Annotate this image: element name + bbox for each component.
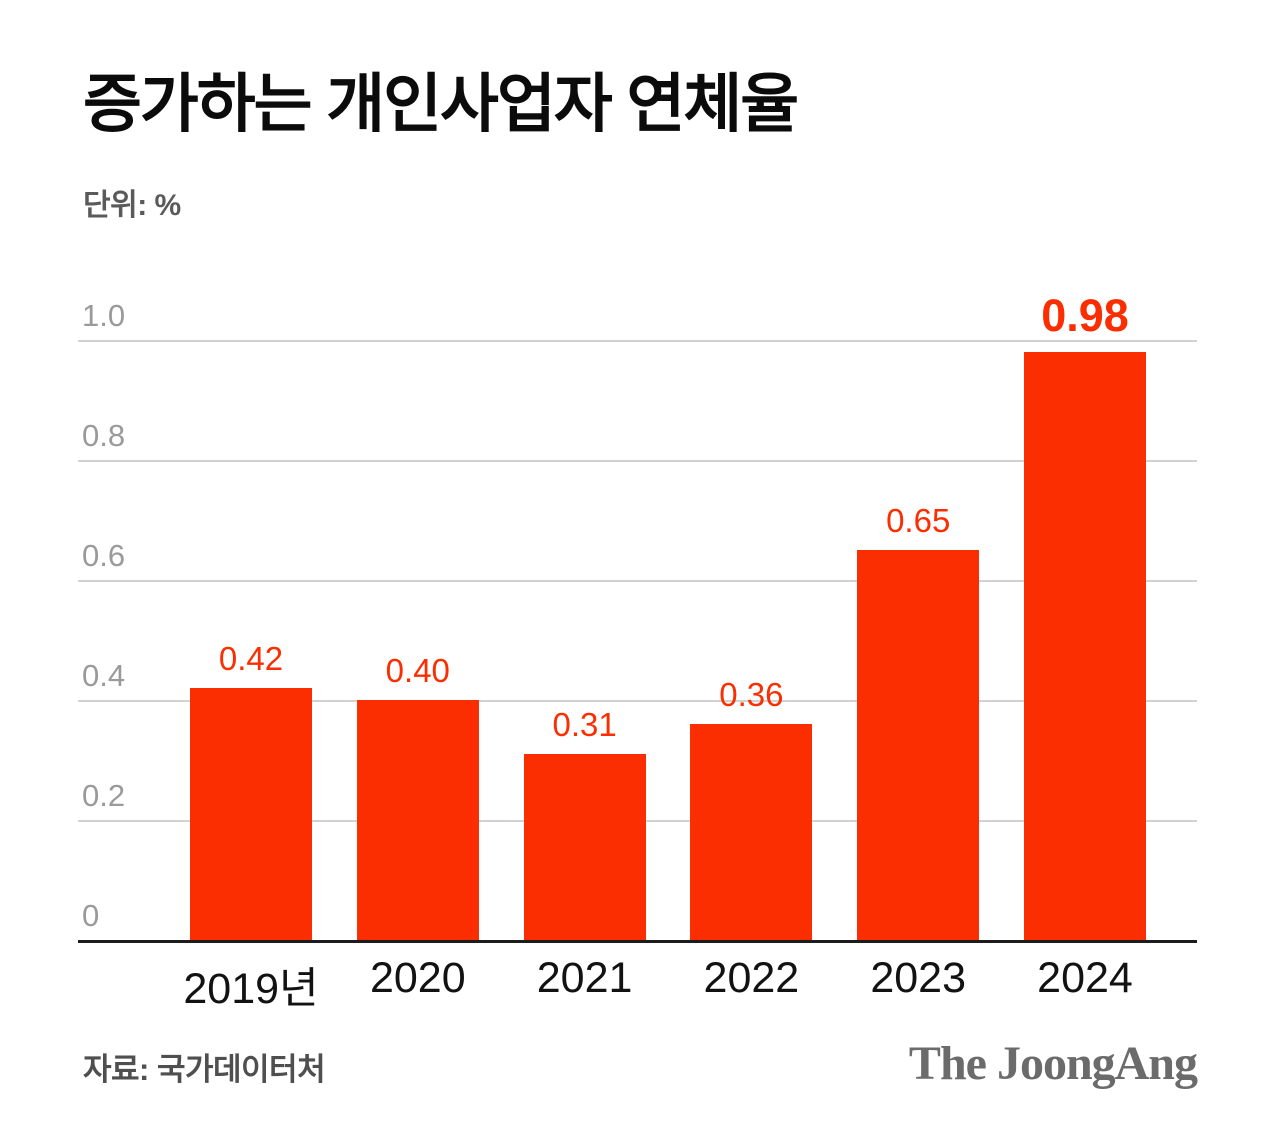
bar-value-label: 0.42 [218, 640, 284, 677]
gridline [78, 580, 1197, 582]
source-label: 자료: 국가데이터처 [83, 1052, 326, 1087]
chart-title: 증가하는 개인사업자 연체율 [83, 68, 799, 140]
x-tick-label: 2023 [870, 954, 967, 1002]
bar [857, 550, 980, 940]
gridline [78, 460, 1197, 462]
y-tick-label: 0.4 [82, 658, 126, 693]
x-tick-label: 2024 [1037, 954, 1133, 1002]
bar-value-label: 0.31 [552, 706, 617, 743]
x-tick-label: 2021 [536, 954, 633, 1002]
bar-chart-plot: 0 0.2 0.4 0.6 0.8 1.0 0.42 2019년 0.40 2020 0.31 202… [78, 290, 1197, 1013]
bar [356, 700, 479, 940]
joongang-logo: The JoongAng [908, 1037, 1198, 1090]
y-tick-label: 1.0 [82, 298, 126, 333]
y-tick-label: 0.8 [82, 418, 126, 453]
x-tick-label: 2019년 [183, 965, 319, 1013]
bar-value-label: 0.65 [886, 502, 951, 539]
unit-label: 단위: % [83, 189, 181, 222]
x-tick-label: 2022 [703, 954, 800, 1002]
bar-value-label: 0.36 [719, 676, 784, 713]
x-axis-line [78, 940, 1197, 943]
bar-value-label: 0.40 [385, 652, 450, 689]
y-tick-label: 0.2 [82, 778, 126, 813]
gridline [78, 340, 1197, 342]
bar [1024, 352, 1146, 940]
bar [523, 754, 646, 940]
gridline [78, 700, 1197, 702]
y-tick-label: 0 [82, 898, 100, 933]
x-tick-label: 2020 [369, 954, 466, 1002]
y-tick-label: 0.6 [82, 538, 126, 573]
bar [690, 724, 813, 940]
bar-value-label: 0.98 [1041, 290, 1129, 341]
bar [190, 688, 312, 940]
